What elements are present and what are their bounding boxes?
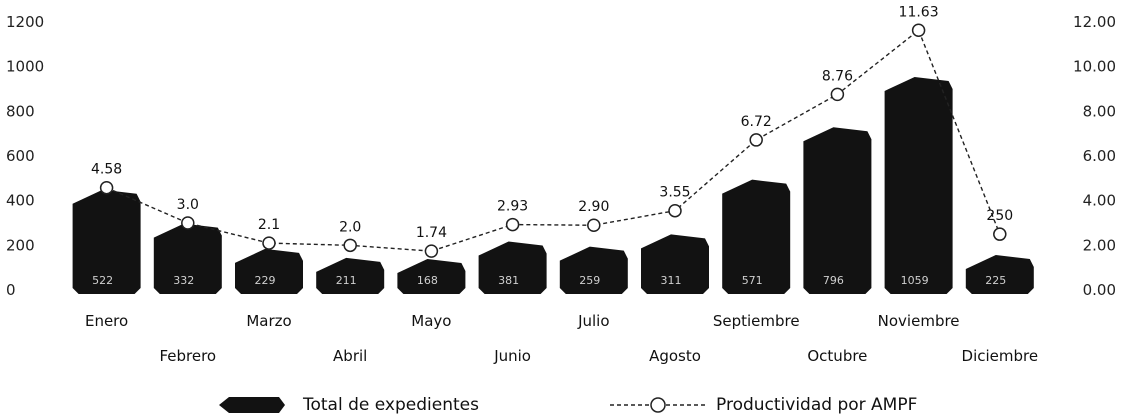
productivity-point: [993, 227, 1007, 241]
bar: [153, 223, 222, 294]
bar: [316, 257, 385, 294]
left-tick-label: 400: [6, 192, 35, 210]
productivity-label: 1.74: [416, 225, 447, 241]
left-tick-label: 0: [6, 281, 16, 299]
bar-value-label: 796: [823, 274, 844, 287]
productivity-label: 2.0: [339, 219, 361, 235]
x-axis-labels: Enero Febrero Marzo Abril Mayo Junio Julio Agos…: [85, 312, 1038, 365]
productivity-label: 11.63: [899, 4, 939, 20]
productivity-point: [99, 180, 114, 195]
right-tick-label: 2.00: [1083, 236, 1116, 254]
right-tick-label: 10.00: [1073, 58, 1116, 76]
productivity-point: [505, 217, 520, 232]
left-tick-label: 1000: [6, 58, 44, 76]
productivity-point: [749, 133, 763, 147]
left-tick-label: 800: [6, 102, 35, 120]
right-tick-label: 12.00: [1073, 13, 1116, 31]
bar: [884, 76, 953, 294]
legend-bar-label: Total de expedientes: [303, 395, 479, 415]
category-label: Septiembre: [713, 312, 800, 330]
legend-item-bars: Total de expedientes: [215, 392, 479, 418]
bar: [803, 127, 872, 294]
combo-chart: 0 200 400 600 800 1000 1200 0.00 2.00 4.00 6.00 8.…: [6, 4, 1116, 365]
bar: [397, 258, 466, 294]
bar: [559, 246, 628, 294]
bar-series: 522 332 229 211 168 381 259 311 571 796 1059 225: [72, 76, 1034, 294]
bar-value-label: 381: [498, 274, 519, 287]
productivity-label: 2.93: [497, 199, 528, 215]
bar-value-label: 522: [92, 274, 113, 287]
bar-value-label: 1059: [901, 274, 929, 287]
bar: [72, 189, 141, 294]
right-tick-label: 4.00: [1083, 192, 1116, 210]
bar-value-label: 211: [336, 274, 357, 287]
bar-value-label: 229: [255, 274, 276, 287]
line-series: 4.58 3.0 2.1 2.0 1.74 2.93 2.90 3.55 6.72 8.76 11.…: [91, 4, 1013, 258]
category-label: Mayo: [411, 312, 451, 330]
left-tick-label: 200: [6, 236, 35, 254]
productivity-point: [343, 238, 357, 253]
bar-value-label: 259: [579, 274, 600, 287]
category-label: Diciembre: [962, 347, 1039, 365]
category-label: Marzo: [246, 312, 291, 330]
legend-line-swatch: [610, 397, 706, 413]
productivity-label: 4.58: [91, 162, 122, 178]
productivity-label: 2.1: [258, 217, 280, 233]
productivity-label: 3.55: [659, 185, 690, 201]
legend-item-line: Productividad por AMPF: [610, 392, 917, 418]
bar: [478, 241, 547, 294]
category-label: Julio: [577, 312, 609, 330]
productivity-point: [262, 236, 276, 250]
category-label: Octubre: [807, 347, 867, 365]
right-tick-label: 0.00: [1083, 281, 1116, 299]
bar-value-label: 225: [985, 274, 1006, 287]
productivity-label: 3.0: [177, 197, 199, 213]
left-tick-label: 600: [6, 147, 35, 165]
category-label: Agosto: [649, 347, 701, 365]
productivity-point: [181, 216, 195, 230]
productivity-point: [911, 23, 926, 38]
category-label: Enero: [85, 312, 128, 330]
bar: [641, 234, 709, 294]
productivity-label: 6.72: [741, 114, 772, 130]
bar: [965, 254, 1034, 294]
legend-bar-swatch: [219, 397, 285, 413]
left-y-axis: 0 200 400 600 800 1000 1200: [6, 13, 44, 299]
left-tick-label: 1200: [6, 13, 44, 31]
productivity-point: [587, 218, 601, 232]
category-label: Abril: [333, 347, 367, 365]
legend-line-label: Productividad por AMPF: [716, 395, 918, 415]
bar-value-label: 332: [173, 274, 194, 287]
bar: [235, 248, 303, 294]
category-label: Noviembre: [878, 312, 960, 330]
productivity-point: [424, 244, 439, 258]
bar-value-label: 311: [661, 274, 682, 287]
productivity-label: 250: [986, 208, 1013, 224]
productivity-label: 8.76: [822, 68, 853, 84]
productivity-point: [830, 87, 845, 102]
productivity-label: 2.90: [578, 199, 609, 215]
productivity-point: [668, 203, 682, 218]
right-tick-label: 8.00: [1083, 102, 1116, 120]
category-label: Febrero: [159, 347, 216, 365]
bar-value-label: 571: [742, 274, 763, 287]
category-label: Junio: [493, 347, 531, 365]
bar-value-label: 168: [417, 274, 438, 287]
right-tick-label: 6.00: [1083, 147, 1116, 165]
bar: [722, 179, 791, 294]
right-y-axis: 0.00 2.00 4.00 6.00 8.00 10.00 12.00: [1073, 13, 1116, 299]
